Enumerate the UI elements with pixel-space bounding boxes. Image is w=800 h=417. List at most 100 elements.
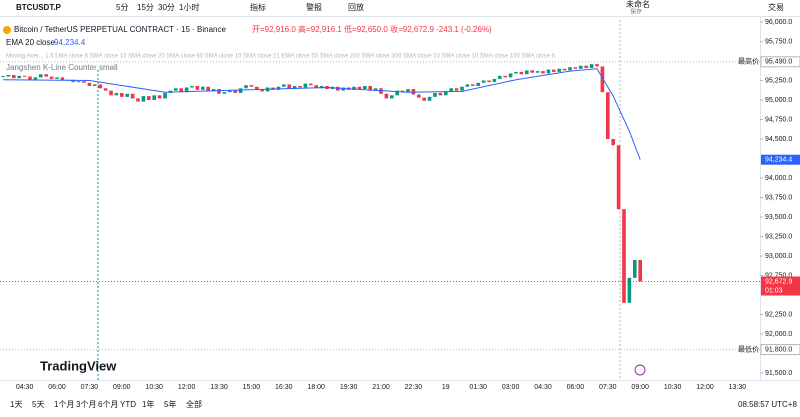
candle — [525, 70, 529, 75]
candle — [352, 86, 356, 90]
price-label: 93,500.0 — [765, 214, 792, 221]
candle — [6, 75, 11, 77]
candle — [49, 76, 54, 79]
ema-box — [761, 154, 800, 165]
candle — [433, 92, 437, 97]
candle — [557, 68, 561, 72]
time-label: 21:00 — [372, 384, 390, 391]
candle — [22, 75, 27, 77]
range-button[interactable]: 1年 — [142, 399, 154, 409]
price-label: 95,750.0 — [765, 38, 792, 45]
candle — [130, 93, 135, 99]
candle — [498, 75, 502, 79]
candle — [120, 92, 124, 97]
range-button[interactable]: 全部 — [186, 399, 202, 409]
candle — [487, 80, 491, 83]
candle — [357, 86, 362, 90]
candle — [476, 82, 480, 86]
time-label: 04:30 — [534, 384, 552, 391]
time-label: 19:30 — [340, 384, 358, 391]
candle — [616, 145, 621, 210]
range-button[interactable]: 1个月 — [54, 400, 74, 409]
candle — [541, 71, 545, 74]
candle — [33, 77, 38, 80]
candle — [217, 89, 221, 94]
interval[interactable]: 1小时 — [179, 2, 199, 12]
candle — [589, 64, 594, 69]
time-label: 13:30 — [729, 384, 747, 391]
countdown: 01:03 — [765, 287, 783, 294]
candle — [622, 209, 626, 303]
toolbar — [0, 0, 800, 16]
last-label: 92,672.9 — [765, 278, 792, 285]
candle — [546, 69, 551, 74]
layout-name[interactable]: 未命名 — [626, 0, 650, 9]
candle — [595, 64, 599, 67]
ema-label: 94,234.4 — [765, 157, 792, 164]
candle — [573, 67, 578, 69]
candle — [568, 67, 572, 71]
candle — [28, 76, 32, 80]
last-box — [761, 276, 800, 296]
candle — [292, 85, 297, 90]
candle — [303, 83, 308, 88]
interval[interactable]: 30分 — [158, 3, 175, 12]
time-label: 22:30 — [405, 384, 423, 391]
candle — [508, 73, 513, 78]
candle — [562, 68, 567, 71]
price-label: 94,750.0 — [765, 116, 792, 123]
candle — [611, 138, 615, 146]
candle — [384, 93, 389, 99]
time-label: 10:30 — [145, 384, 163, 391]
candle — [600, 66, 605, 93]
low-label: 91,800.0 — [765, 346, 792, 353]
indicators[interactable]: 指标 — [250, 2, 266, 12]
trade[interactable]: 交易 — [768, 2, 784, 12]
interval[interactable]: 15分 — [137, 3, 154, 12]
event-icon[interactable] — [634, 364, 646, 376]
candle — [492, 78, 497, 83]
time-label: 19 — [442, 384, 450, 391]
candle — [244, 85, 248, 89]
candle — [44, 74, 48, 77]
symbol[interactable]: BTCUSDT.P — [16, 3, 62, 12]
candle — [406, 89, 410, 93]
candle — [233, 89, 237, 93]
candle — [238, 88, 243, 93]
range-button[interactable]: YTD — [120, 400, 136, 409]
range-button[interactable]: 6个月 — [98, 400, 118, 409]
candle — [174, 88, 178, 91]
candle — [163, 92, 167, 99]
candle — [152, 95, 156, 100]
range-button[interactable]: 3个月 — [76, 400, 96, 409]
coin-icon — [3, 26, 11, 34]
counter-legend: Jangshen K-Line Counter small — [6, 63, 118, 72]
replay[interactable]: 回放 — [348, 2, 364, 12]
time-label: 03:00 — [502, 384, 520, 391]
time-label: 09:00 — [631, 384, 649, 391]
candle — [552, 69, 556, 72]
candle — [76, 81, 81, 83]
ema-name: EMA 20 close — [6, 38, 55, 47]
time-label: 09:00 — [113, 384, 131, 391]
price-label: 91,500.0 — [765, 370, 792, 377]
candle — [71, 79, 75, 83]
low-name: 最低价 — [738, 344, 759, 353]
candle — [260, 89, 264, 92]
interval[interactable]: 5分 — [116, 3, 128, 12]
candle — [249, 85, 254, 87]
candle — [93, 84, 97, 86]
candle — [195, 85, 200, 90]
range-button[interactable]: 5天 — [32, 400, 44, 409]
range-button[interactable]: 5年 — [164, 399, 176, 409]
candle — [276, 86, 281, 90]
candle — [109, 90, 113, 96]
price-label: 92,250.0 — [765, 311, 792, 318]
alert[interactable]: 警报 — [306, 2, 322, 12]
candle — [141, 96, 146, 102]
candle — [228, 89, 232, 93]
candle — [179, 88, 183, 93]
time-label: 04:30 — [16, 384, 34, 391]
range-button[interactable]: 1天 — [10, 400, 22, 409]
